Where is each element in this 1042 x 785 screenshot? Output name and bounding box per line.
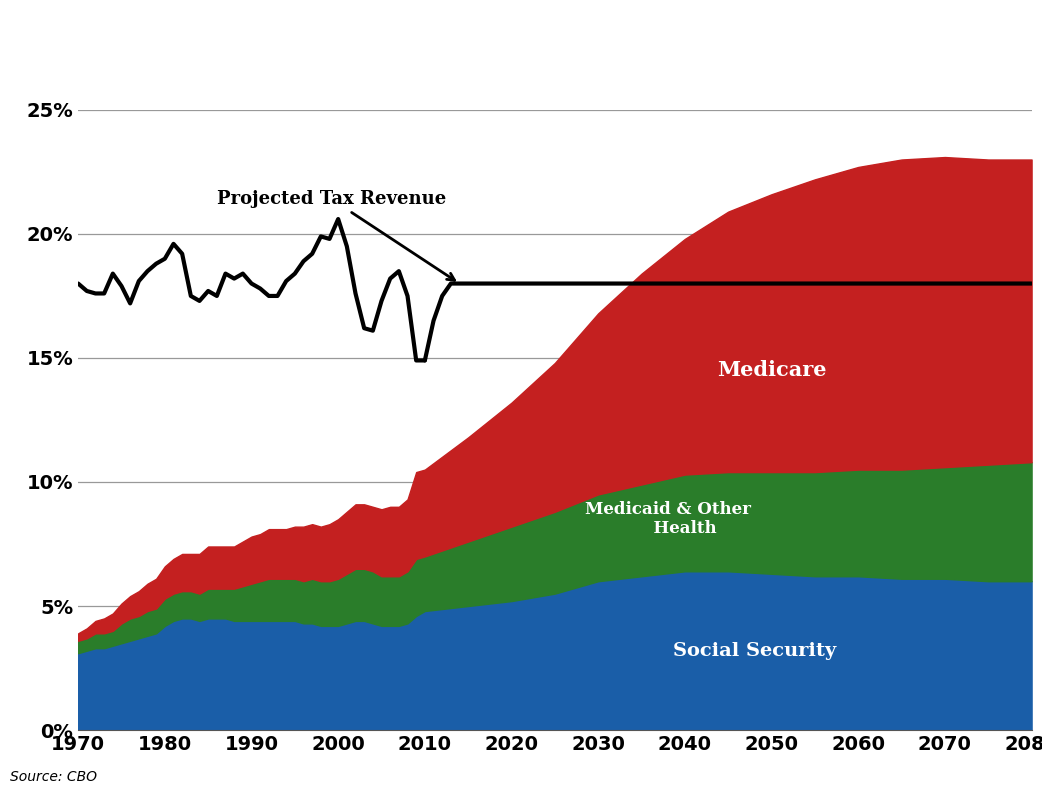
Text: Source: CBO: Source: CBO (10, 770, 97, 784)
Text: Medicare: Medicare (717, 360, 826, 381)
Text: What Drives Our Debt?: What Drives Our Debt? (252, 15, 790, 57)
Text: (Government Spending as Share of Economy): (Government Spending as Share of Economy… (279, 70, 763, 89)
Text: Medicaid & Other
      Health: Medicaid & Other Health (585, 501, 750, 538)
Text: Projected Tax Revenue: Projected Tax Revenue (217, 190, 454, 280)
Text: Social Security: Social Security (672, 641, 836, 659)
